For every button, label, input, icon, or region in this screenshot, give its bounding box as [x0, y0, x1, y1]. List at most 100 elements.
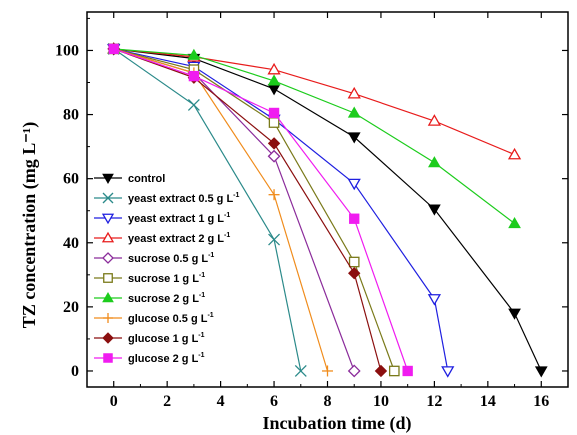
legend-entry: sucrose 2 g L-1 [94, 291, 205, 305]
data-point-marker [101, 213, 115, 225]
data-point-marker [267, 137, 281, 150]
series-line [113, 48, 449, 372]
legend-label-text: sucrose 0.5 g L [128, 253, 208, 265]
plot-area [107, 42, 548, 378]
data-point-marker [347, 106, 361, 118]
data-point-marker [268, 233, 281, 246]
legend-entry: glucose 0.5 g L-1 [94, 312, 214, 325]
y-tick-label: 20 [63, 299, 79, 316]
x-tick-label: 10 [373, 393, 389, 410]
series-line [113, 48, 515, 224]
legend-label-superscript: -1 [207, 312, 213, 319]
data-point-marker [188, 70, 200, 82]
legend-label-text: glucose 1 g L [128, 333, 199, 345]
y-tick-label: 100 [55, 42, 79, 59]
data-point-marker [508, 308, 521, 320]
y-tick-label: 0 [71, 363, 79, 380]
legend-label-superscript: -1 [198, 352, 204, 359]
legend-label-text: sucrose 1 g L [128, 273, 199, 285]
data-point-marker [267, 149, 281, 163]
legend-label-superscript: -1 [224, 232, 230, 239]
legend-entry: glucose 1 g L-1 [94, 332, 205, 345]
data-point-marker [102, 192, 114, 204]
data-point-marker [103, 273, 113, 283]
data-point-marker [508, 217, 521, 229]
x-tick-label: 12 [426, 393, 442, 410]
legend-label: glucose 2 g L-1 [128, 352, 205, 365]
legend-label-superscript: -1 [208, 252, 214, 259]
marker-stroke [187, 98, 200, 111]
y-tick-label: 80 [63, 107, 79, 124]
y-tick-label: 40 [63, 235, 79, 252]
legend-label-text: glucose 0.5 g L [128, 313, 208, 325]
data-point-marker [347, 86, 361, 99]
data-point-marker [103, 313, 113, 323]
data-point-marker [427, 114, 442, 126]
legend-label: yeast extract 1 g L-1 [128, 212, 230, 225]
data-point-marker [268, 117, 280, 128]
legend-label: sucrose 1 g L-1 [128, 272, 205, 285]
legend-label-superscript: -1 [198, 332, 204, 339]
series-line [113, 48, 515, 156]
y-tick-label: 60 [63, 171, 79, 188]
data-point-marker [349, 213, 360, 224]
data-point-marker [534, 366, 548, 378]
data-point-marker [441, 366, 455, 378]
data-point-marker [268, 107, 280, 119]
data-point-marker [348, 267, 361, 280]
series-line [113, 48, 302, 372]
axes: 0 2 4 6 8 10 12 14 16 0 20 40 60 80 100 [55, 11, 569, 410]
data-point-marker [101, 231, 115, 243]
data-point-marker [347, 132, 361, 144]
legend-entry: yeast extract 1 g L-1 [94, 212, 230, 225]
legend-label-text: yeast extract 0.5 g L [128, 193, 233, 205]
legend-entry: sucrose 1 g L-1 [94, 272, 205, 285]
x-tick-label: 4 [217, 393, 225, 410]
legend-entry: yeast extract 0.5 g L-1 [94, 192, 240, 205]
data-point-marker [108, 43, 119, 55]
legend-entry: yeast extract 2 g L-1 [94, 231, 230, 245]
legend-label-text: glucose 2 g L [128, 353, 199, 365]
data-point-marker [427, 294, 442, 306]
data-point-marker [267, 62, 281, 75]
data-point-marker [322, 365, 333, 377]
legend-entry: control [94, 173, 165, 185]
marker-stroke [102, 192, 114, 204]
legend-label-superscript: -1 [233, 192, 239, 199]
x-tick-label: 2 [163, 393, 171, 410]
legend-entry: sucrose 0.5 g L-1 [94, 252, 214, 265]
data-point-marker [374, 364, 388, 378]
data-point-marker [507, 147, 522, 160]
x-tick-label: 14 [480, 393, 496, 410]
data-point-marker [102, 332, 114, 344]
legend-entry: glucose 2 g L-1 [94, 352, 205, 365]
legend-label-text: sucrose 2 g L [128, 293, 199, 305]
data-point-marker [402, 365, 413, 377]
x-tick-label: 16 [533, 393, 549, 410]
legend-label-text: yeast extract 1 g L [128, 213, 224, 225]
legend-label: control [128, 173, 165, 185]
legend-label-superscript: -1 [199, 292, 205, 299]
legend-label-superscript: -1 [199, 272, 205, 279]
data-point-marker [428, 204, 441, 216]
data-point-marker [347, 178, 361, 191]
x-tick-label: 0 [110, 393, 118, 410]
legend-label: glucose 0.5 g L-1 [128, 312, 214, 325]
x-axis-title: Incubation time (d) [262, 413, 411, 434]
data-point-marker [347, 364, 361, 378]
data-point-marker [103, 353, 113, 363]
legend-label: glucose 1 g L-1 [128, 332, 205, 345]
series-line [113, 48, 329, 372]
data-point-marker [102, 252, 114, 264]
data-point-marker [267, 74, 281, 86]
data-point-marker [102, 291, 114, 303]
legend-label-text: yeast extract 2 g L [128, 233, 224, 245]
data-point-marker [428, 156, 441, 168]
legend-label-text: control [128, 173, 165, 185]
legend-label: yeast extract 0.5 g L-1 [128, 192, 240, 205]
legend-label-superscript: -1 [224, 212, 230, 219]
series-glucose-2-g-l [108, 43, 413, 377]
legend-label: yeast extract 2 g L-1 [128, 232, 230, 245]
